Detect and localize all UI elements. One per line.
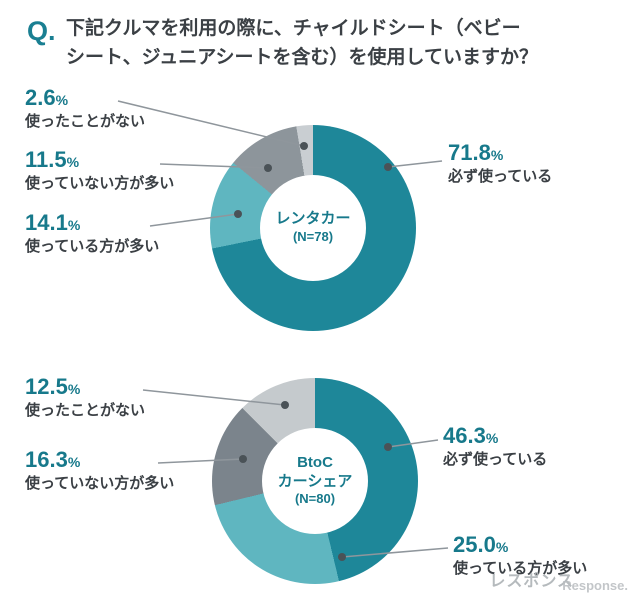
- slice-percent: 2.6%: [25, 85, 69, 110]
- slice-label-btoc-mostly-not: 16.3% 使っていない方が多い: [25, 447, 175, 493]
- slice-label-rentacar-mostly: 14.1% 使っている方が多い: [25, 210, 160, 256]
- watermark-en: Response.: [562, 578, 628, 593]
- slice-percent: 12.5%: [25, 374, 81, 399]
- slice-percent: 14.1%: [25, 210, 81, 235]
- slice-percent: 46.3%: [443, 423, 499, 448]
- center-label-n: (N=78): [292, 228, 334, 244]
- center-label-title-line1: BtoC: [297, 453, 333, 471]
- slice-description: 使っていない方が多い: [25, 175, 175, 193]
- donut-chart-btoc-carshare: BtoC カーシェア (N=80): [212, 378, 418, 584]
- slice-percent: 11.5%: [25, 147, 80, 172]
- question-line-1: 下記クルマを利用の際に、チャイルドシート（ベビー: [66, 18, 521, 39]
- donut-hole-btoc: BtoC カーシェア (N=80): [262, 428, 368, 534]
- slice-description: 必ず使っている: [443, 451, 548, 469]
- slice-percent: 71.8%: [448, 140, 504, 165]
- slice-percent: 16.3%: [25, 447, 81, 472]
- slice-label-btoc-never: 12.5% 使ったことがない: [25, 374, 146, 420]
- center-label-n: (N=80): [294, 491, 336, 507]
- slice-description: 使っている方が多い: [25, 238, 160, 256]
- slice-description: 必ず使っている: [448, 168, 553, 186]
- slice-description: 使ったことがない: [25, 113, 146, 131]
- question-line-2: シート、ジュニアシートを含む）を使用していますか？: [66, 47, 538, 69]
- slice-label-btoc-always: 46.3% 必ず使っている: [443, 423, 548, 469]
- question-text: 下記クルマを利用の際に、チャイルドシート（ベビー シート、ジュニアシートを含む）…: [66, 14, 606, 73]
- slice-label-rentacar-always: 71.8% 必ず使っている: [448, 140, 553, 186]
- slice-percent: 25.0%: [453, 532, 509, 557]
- slice-description: 使っていない方が多い: [25, 475, 175, 493]
- slice-label-rentacar-mostly-not: 11.5% 使っていない方が多い: [25, 147, 175, 193]
- slice-description: 使ったことがない: [25, 402, 146, 420]
- slice-label-rentacar-never: 2.6% 使ったことがない: [25, 85, 146, 131]
- question-mark: Q.: [27, 16, 56, 46]
- donut-hole-rentacar: レンタカー (N=78): [260, 175, 366, 281]
- center-label-title-line2: カーシェア: [277, 472, 353, 490]
- slice-label-btoc-mostly: 25.0% 使っている方が多い: [453, 532, 588, 578]
- center-label-title: レンタカー: [275, 210, 351, 228]
- donut-chart-rentacar: レンタカー (N=78): [210, 125, 416, 331]
- slice-description: 使っている方が多い: [453, 560, 588, 578]
